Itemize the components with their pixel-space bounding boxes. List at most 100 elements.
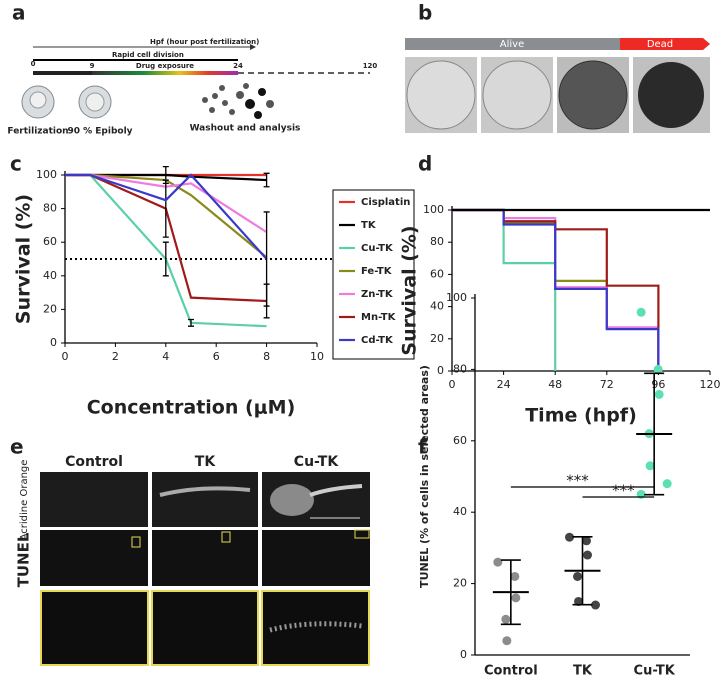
timeline-tick: 0 bbox=[31, 60, 36, 68]
column-label: TK bbox=[195, 454, 217, 470]
x-axis-label: Time (hpf) bbox=[525, 405, 637, 427]
significance-label: *** bbox=[566, 472, 589, 490]
timeline-tick: 120 bbox=[363, 62, 378, 70]
data-point bbox=[583, 550, 592, 560]
zoom-image bbox=[40, 590, 149, 666]
roi-box bbox=[354, 529, 370, 539]
timeline: Hpf (hour post fertilization) Rapid cell… bbox=[7, 38, 377, 137]
error-bar bbox=[188, 318, 194, 327]
data-point bbox=[582, 536, 591, 546]
y-tick-label: 0 bbox=[460, 648, 467, 661]
x-tick-label: Control bbox=[484, 664, 538, 679]
roi-box bbox=[131, 536, 141, 548]
y-tick-label: 80 bbox=[430, 235, 444, 248]
x-tick-label: TK bbox=[573, 664, 593, 679]
alive-bar bbox=[405, 38, 620, 50]
error-bar bbox=[263, 211, 270, 307]
legend-label: Cd-TK bbox=[361, 335, 394, 346]
data-point bbox=[645, 461, 655, 471]
y-tick-label: 0 bbox=[437, 364, 444, 377]
series-line bbox=[452, 208, 557, 371]
y-tick-label: 60 bbox=[43, 235, 57, 248]
exposure-bar bbox=[92, 71, 238, 75]
data-point bbox=[493, 557, 503, 567]
y-tick-label: 60 bbox=[453, 434, 467, 447]
column-label: Cu-TK bbox=[294, 454, 340, 470]
error-bar bbox=[162, 179, 169, 238]
y-axis-label: Survival (%) bbox=[13, 194, 35, 324]
data-point bbox=[653, 364, 663, 374]
y-tick-label: 80 bbox=[43, 202, 57, 215]
y-tick-label: 100 bbox=[36, 168, 57, 181]
imaging: Control TK Cu-TK Acridine Orange TUNEL bbox=[15, 454, 370, 666]
micrograph bbox=[40, 472, 148, 527]
phase-label: Drug exposure bbox=[136, 62, 194, 70]
stage-label: Fertilization bbox=[7, 127, 68, 137]
egg-yolk bbox=[29, 91, 47, 109]
x-tick-label: 8 bbox=[263, 350, 270, 363]
fish bbox=[270, 484, 314, 516]
x-tick-label: 10 bbox=[310, 350, 324, 363]
dead-label: Dead bbox=[647, 39, 673, 50]
fish bbox=[159, 486, 251, 497]
row-label: TUNEL bbox=[15, 532, 33, 587]
row-label: Acridine Orange bbox=[19, 460, 30, 541]
micrograph bbox=[152, 530, 258, 586]
data-point bbox=[662, 479, 672, 489]
series-line bbox=[65, 173, 268, 260]
y-axis-label: TUNEL (% of cells in selected areas) bbox=[418, 365, 431, 588]
sd-bar bbox=[572, 536, 593, 606]
sd-bar bbox=[644, 372, 665, 496]
data-point bbox=[654, 389, 664, 399]
y-tick-label: 40 bbox=[453, 505, 467, 518]
x-tick-label: 2 bbox=[112, 350, 119, 363]
embryo bbox=[558, 60, 628, 130]
arrowhead bbox=[250, 44, 256, 50]
legend-label: Mn-TK bbox=[361, 312, 397, 323]
y-tick-label: 100 bbox=[423, 203, 444, 216]
y-tick-label: 80 bbox=[453, 362, 467, 375]
panel-label: c bbox=[10, 152, 22, 176]
x-tick-label: 120 bbox=[700, 378, 721, 391]
y-tick-label: 0 bbox=[50, 336, 57, 349]
viability: Alive Dead bbox=[405, 38, 710, 133]
legend-label: Zn-TK bbox=[361, 289, 394, 300]
micrograph bbox=[152, 472, 258, 527]
x-tick-label: 4 bbox=[162, 350, 169, 363]
timeline-tick: 24 bbox=[233, 62, 243, 70]
embryo-cluster bbox=[202, 83, 274, 119]
legend-label: Cisplatin bbox=[361, 197, 410, 208]
panel-label: b bbox=[418, 1, 432, 25]
timeline-title: Hpf (hour post fertilization) bbox=[150, 38, 259, 46]
data-point bbox=[574, 596, 583, 606]
x-tick-label: 24 bbox=[497, 378, 511, 391]
embryo bbox=[482, 60, 552, 130]
zoom-image bbox=[151, 590, 259, 666]
error-bar bbox=[162, 241, 169, 277]
timeline-tick: 9 bbox=[90, 62, 95, 70]
data-point bbox=[501, 614, 511, 624]
legend-label: Fe-TK bbox=[361, 266, 393, 277]
y-tick-label: 20 bbox=[453, 577, 467, 590]
series-line bbox=[452, 208, 660, 371]
y-tick-label: 60 bbox=[430, 267, 444, 280]
zoom-image bbox=[261, 590, 370, 666]
error-bar bbox=[263, 172, 270, 188]
panel-label: f bbox=[418, 435, 427, 459]
x-tick-label: 72 bbox=[600, 378, 614, 391]
x-tick-label: 6 bbox=[213, 350, 220, 363]
embryo bbox=[406, 60, 476, 130]
legend-label: TK bbox=[361, 220, 377, 231]
data-point bbox=[510, 571, 520, 581]
data-point bbox=[511, 593, 521, 603]
x-tick-label: 48 bbox=[548, 378, 562, 391]
roi-box bbox=[221, 531, 231, 543]
dead-bar bbox=[620, 38, 710, 50]
panel-label: e bbox=[10, 435, 24, 459]
y-axis-label: Survival (%) bbox=[399, 225, 421, 355]
data-point bbox=[591, 600, 600, 610]
stage-label: Washout and analysis bbox=[190, 124, 301, 134]
y-tick-label: 40 bbox=[430, 300, 444, 313]
alive-label: Alive bbox=[500, 39, 524, 50]
